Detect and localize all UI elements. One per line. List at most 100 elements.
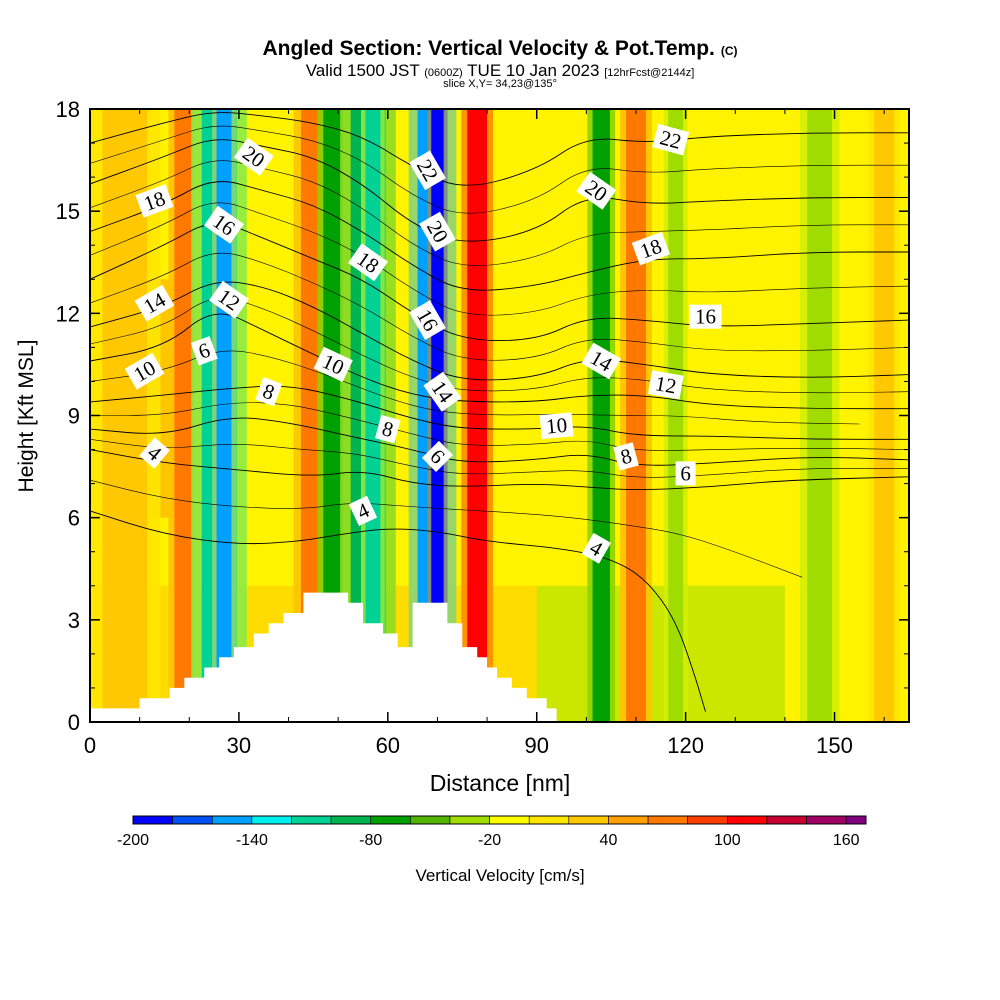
colorbar-swatch: [845, 815, 867, 825]
valid-time: Valid 1500 JST: [305, 61, 420, 80]
y-tick-label: 6: [68, 506, 80, 531]
colorbar-tick-label: -200: [117, 832, 149, 849]
colorbar-swatch: [687, 815, 728, 825]
contour-label-box: [689, 304, 722, 329]
x-tick-label: 0: [84, 733, 96, 758]
velocity-band: [592, 109, 610, 722]
contour-label: 8: [255, 377, 283, 407]
theta-contour-4: [90, 510, 706, 712]
contour-label-box: [419, 211, 456, 252]
contour-label-box: [348, 495, 378, 527]
contour-label-box: [409, 300, 446, 340]
contour-label-box: [375, 414, 401, 444]
colorbar-swatch: [291, 815, 332, 825]
y-tick-label: 15: [56, 199, 80, 224]
theta-contour-minor: [90, 402, 909, 451]
contour-label-box: [409, 150, 446, 191]
colorbar-tick-label: -80: [359, 832, 382, 849]
x-tick-label: 90: [524, 733, 548, 758]
colorbar-swatch: [727, 815, 768, 825]
x-tick-label: 150: [816, 733, 853, 758]
colorbar-tick-label: 40: [600, 832, 618, 849]
contour-label: 6: [190, 336, 218, 366]
velocity-field: [90, 109, 909, 722]
velocity-band: [323, 109, 344, 722]
colorbar-tick-label: -140: [236, 832, 268, 849]
contour-label-box: [576, 171, 617, 210]
x-tick-label: 60: [376, 733, 400, 758]
theta-contour-12: [90, 313, 909, 410]
velocity-band: [467, 109, 488, 722]
x-tick-label: 120: [667, 733, 704, 758]
theta-contour-minor: [90, 297, 909, 394]
theta-contour-minor: [90, 252, 909, 361]
colorbar: -200 -140 -80 -20 40 100 160: [117, 815, 867, 849]
colorbar-swatch: [608, 815, 649, 825]
contour-label-box: [581, 532, 611, 564]
theta-contour-minor: [90, 479, 803, 578]
contour-label-box: [613, 442, 639, 471]
y-tick-label: 18: [56, 97, 80, 122]
contour-label: 18: [631, 231, 671, 266]
contour-label-text: 10: [545, 413, 568, 439]
contour-label-box: [675, 461, 696, 486]
y-tick-label: 9: [68, 404, 80, 429]
colorbar-frame: [132, 815, 867, 825]
colorbar-swatch: [370, 815, 411, 825]
contour-label: 4: [348, 495, 378, 527]
contour-label-box: [581, 342, 622, 380]
contour-label-box: [647, 370, 684, 400]
contour-label-box: [423, 371, 462, 412]
contour-label: 4: [139, 437, 170, 469]
contour-label-box: [204, 205, 244, 244]
colorbar-swatch: [251, 815, 292, 825]
velocity-region: [536, 585, 785, 722]
theta-contour-10: [90, 385, 909, 440]
contour-label: 6: [675, 461, 696, 486]
colorbar-swatch: [172, 815, 213, 825]
velocity-band: [874, 109, 895, 722]
colorbar-swatch: [568, 815, 609, 825]
contour-label-box: [631, 231, 671, 266]
colorbar-label: Vertical Velocity [cm/s]: [415, 866, 584, 885]
velocity-band: [216, 109, 232, 722]
contour-label-text: 16: [695, 305, 716, 329]
contour-label-box: [421, 440, 454, 472]
colorbar-swatch: [806, 815, 847, 825]
velocity-band: [668, 109, 684, 722]
velocity-band: [431, 109, 444, 722]
y-tick-label: 0: [68, 710, 80, 735]
valid-utc: (0600Z): [424, 67, 463, 79]
contour-label-box: [255, 377, 283, 407]
contour-label-box: [135, 184, 174, 218]
contour-label: 8: [613, 442, 639, 471]
x-axis: 0 30 60 90 120 150: [84, 109, 885, 758]
colorbar-swatch: [410, 815, 451, 825]
contour-label-text: 6: [680, 461, 691, 485]
theta-contour-minor: [90, 125, 909, 214]
valid-date: TUE 10 Jan 2023: [467, 61, 600, 80]
colorbar-swatch: [489, 815, 530, 825]
y-axis: 0 3 6 9 12 15 18: [56, 97, 909, 735]
colorbar-swatch: [330, 815, 372, 825]
forecast-tag: [12hrFcst@2144z]: [604, 67, 695, 79]
contour-label-text: 12: [653, 371, 678, 398]
colorbar-swatch: [766, 815, 807, 825]
contour-label-box: [313, 346, 353, 383]
velocity-band: [807, 109, 833, 722]
x-axis-label: Distance [nm]: [430, 770, 571, 796]
contour-label-box: [233, 137, 274, 176]
copyright-mark: (C): [720, 44, 738, 58]
terrain-mask: [90, 592, 557, 722]
contour-label: 16: [689, 304, 722, 329]
chart-title: Angled Section: Vertical Velocity & Pot.…: [262, 37, 738, 60]
contour-label: 12: [647, 370, 684, 400]
colorbar-tick-label: 100: [714, 832, 741, 849]
theta-contour-6: [90, 449, 909, 490]
colorbar-swatch: [132, 815, 173, 825]
x-tick-label: 30: [227, 733, 251, 758]
theta-contour-minor: [90, 202, 909, 316]
colorbar-tick-label: -20: [478, 832, 501, 849]
theta-contour-18: [90, 181, 909, 291]
contour-label: 4: [581, 532, 611, 564]
